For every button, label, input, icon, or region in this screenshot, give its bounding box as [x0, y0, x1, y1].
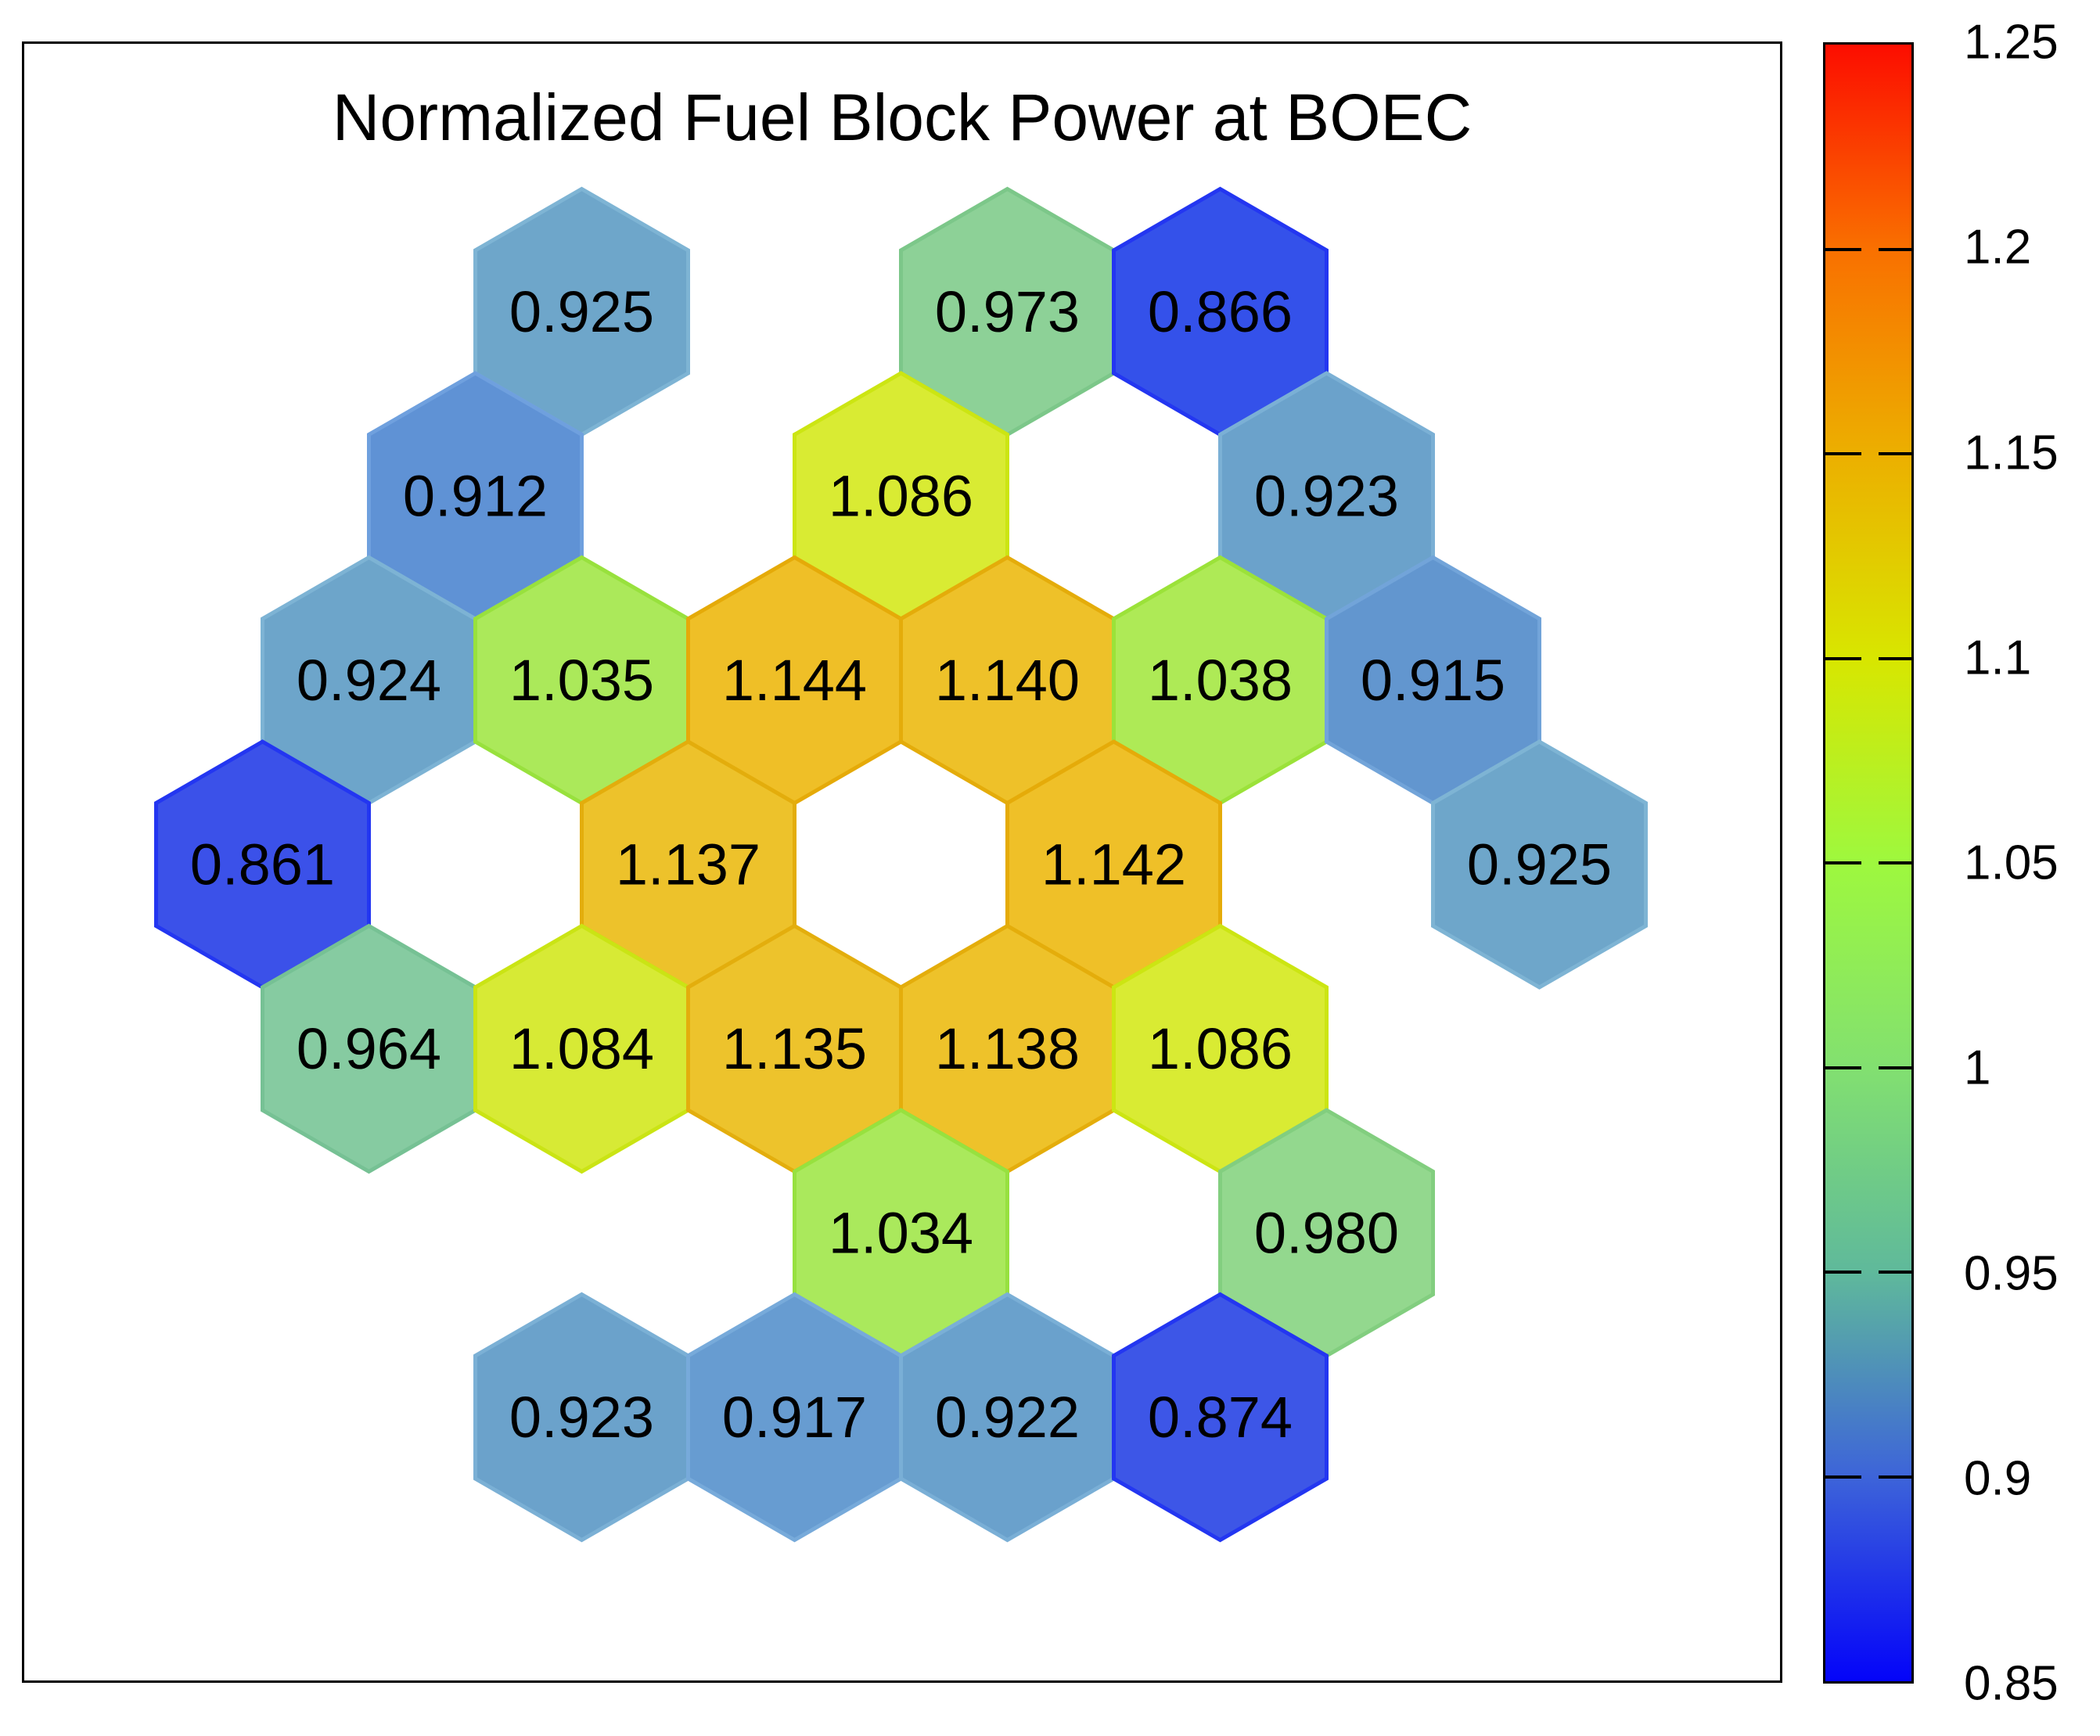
- hex-cell-label: 0.964: [297, 1016, 441, 1081]
- chart-title: Normalized Fuel Block Power at BOEC: [332, 81, 1473, 154]
- hex-cell-label: 0.925: [1467, 832, 1612, 897]
- colorbar-tick: [1879, 861, 1911, 864]
- hex-cell: 0.925: [473, 186, 690, 437]
- hex-cell: 1.034: [793, 1108, 1009, 1358]
- hex-cell: 1.038: [1112, 555, 1329, 806]
- hex-cell: 1.138: [899, 923, 1116, 1174]
- hex-cell-label: 1.086: [1148, 1016, 1293, 1081]
- colorbar-tick: [1879, 452, 1911, 455]
- hex-cell: 0.925: [1431, 739, 1648, 990]
- colorbar-tick: [1879, 1271, 1911, 1274]
- hex-cell-label: 0.912: [403, 464, 548, 529]
- hex-cell: 1.135: [686, 923, 903, 1174]
- hex-cell-label: 1.135: [722, 1016, 867, 1081]
- hex-cell: 1.086: [1112, 923, 1329, 1174]
- hex-cell-label: 0.922: [935, 1385, 1080, 1450]
- hex-cell-shape: [1112, 1292, 1329, 1543]
- hex-cell: 0.923: [473, 1292, 690, 1543]
- hex-cell-label: 1.137: [616, 832, 761, 897]
- colorbar-tick: [1825, 1475, 1861, 1479]
- colorbar-tick-label: 1.15: [1964, 426, 2059, 480]
- colorbar-tick-label: 1.25: [1964, 15, 2059, 70]
- hex-cell-label: 0.866: [1148, 279, 1293, 344]
- colorbar: [1823, 42, 1914, 1684]
- colorbar-tick: [1879, 1475, 1911, 1479]
- hex-cell-label: 0.980: [1254, 1201, 1399, 1266]
- hex-cell: 0.861: [154, 739, 371, 990]
- hex-cell: 0.964: [261, 923, 477, 1174]
- hex-cell-label: 1.144: [722, 648, 867, 713]
- colorbar-tick: [1825, 861, 1861, 864]
- colorbar-tick-label: 1.1: [1964, 631, 2032, 685]
- colorbar-tick-label: 1.2: [1964, 220, 2032, 275]
- colorbar-tick-label: 1: [1964, 1041, 1991, 1095]
- hex-cell: 1.144: [686, 555, 903, 806]
- colorbar-tick: [1825, 1271, 1861, 1274]
- hex-cell: 1.086: [793, 371, 1009, 621]
- colorbar-tick: [1879, 656, 1911, 660]
- hex-cell-label: 0.923: [1254, 464, 1399, 529]
- hex-cell-label: 1.034: [829, 1201, 973, 1266]
- hex-cell-label: 0.925: [509, 279, 654, 344]
- colorbar-tick: [1879, 1066, 1911, 1069]
- hex-cell-label: 0.917: [722, 1385, 867, 1450]
- hex-cell: 0.980: [1218, 1108, 1435, 1358]
- hex-cell: 1.035: [473, 555, 690, 806]
- colorbar-tick: [1825, 452, 1861, 455]
- hex-cell: 1.084: [473, 923, 690, 1174]
- hex-cell-label: 0.874: [1148, 1385, 1293, 1450]
- hex-cell-label: 0.915: [1361, 648, 1505, 713]
- hex-cell-label: 1.142: [1041, 832, 1186, 897]
- hex-cell: 0.874: [1112, 1292, 1329, 1543]
- hex-cell: 0.915: [1325, 555, 1541, 806]
- hex-cell-label: 1.084: [509, 1016, 654, 1081]
- hex-cell: 0.973: [899, 186, 1116, 437]
- colorbar-tick-label: 0.9: [1964, 1451, 2032, 1506]
- hex-cell-label: 0.923: [509, 1385, 654, 1450]
- colorbar-tick-label: 1.05: [1964, 836, 2059, 890]
- hex-cell: 0.924: [261, 555, 477, 806]
- hex-cell: 1.142: [1005, 739, 1222, 990]
- colorbar-tick: [1825, 656, 1861, 660]
- hex-cell-label: 1.086: [829, 464, 973, 529]
- hex-cell-label: 1.035: [509, 648, 654, 713]
- hex-cell: 0.866: [1112, 186, 1329, 437]
- hex-cell-shape: [1431, 739, 1648, 990]
- hex-cell-label: 1.138: [935, 1016, 1080, 1081]
- colorbar-tick: [1879, 247, 1911, 251]
- hex-cell-label: 1.038: [1148, 648, 1293, 713]
- hex-cell-label: 1.140: [935, 648, 1080, 713]
- hex-cell-label: 0.924: [297, 648, 441, 713]
- colorbar-tick: [1825, 1066, 1861, 1069]
- hex-cell-label: 0.861: [190, 832, 335, 897]
- colorbar-tick-label: 0.95: [1964, 1246, 2059, 1300]
- colorbar-tick-label: 0.85: [1964, 1656, 2059, 1711]
- colorbar-tick: [1825, 247, 1861, 251]
- hex-cell-label: 0.973: [935, 279, 1080, 344]
